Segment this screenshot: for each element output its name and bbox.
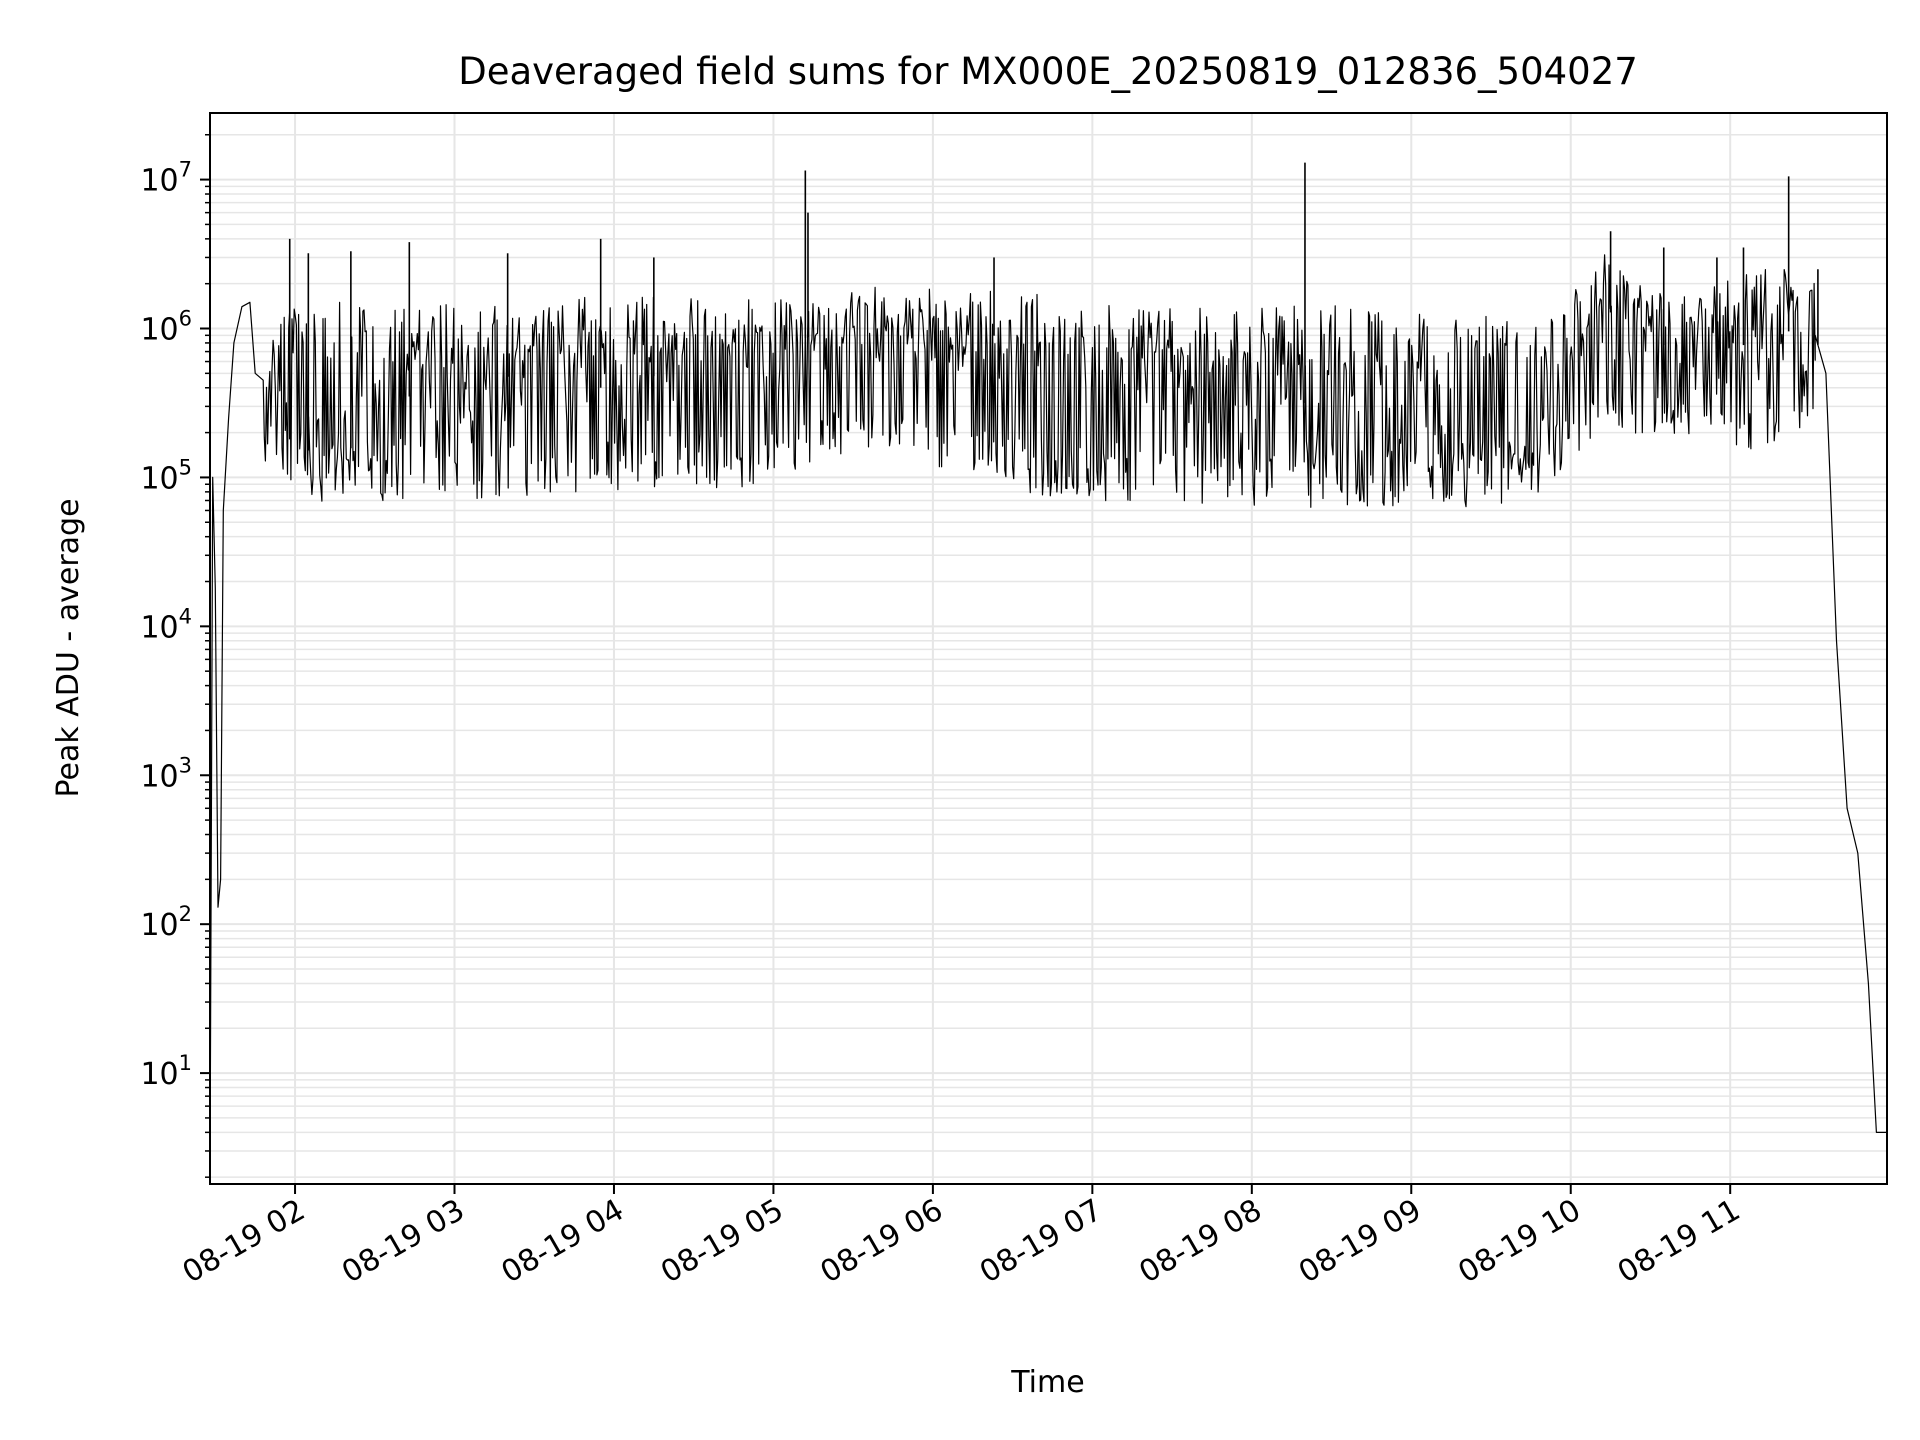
y-tick-label-5: 106 <box>140 307 192 348</box>
y-tick-label-3: 104 <box>140 604 192 645</box>
x-axis-label: Time <box>1010 1365 1084 1400</box>
y-axis: 101 102 103 104 105 106 107 <box>140 134 210 1178</box>
plot-frame <box>209 112 1888 1185</box>
series-line <box>209 162 1887 1178</box>
y-tick-label-6: 107 <box>140 158 192 199</box>
y-tick-label-4: 105 <box>140 455 192 496</box>
series-path <box>209 254 1887 1178</box>
y-tick-label-2: 103 <box>140 753 192 794</box>
chart-title: Deaveraged field sums for MX000E_2025081… <box>458 50 1638 93</box>
y-tick-label-0: 101 <box>140 1051 192 1092</box>
y-axis-label: Peak ADU - average <box>51 498 86 797</box>
y-tick-label-1: 102 <box>140 902 192 943</box>
